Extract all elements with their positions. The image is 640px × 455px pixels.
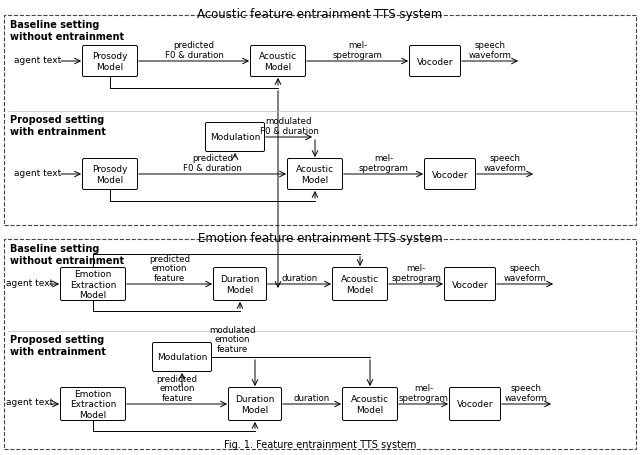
Text: mel-
spetrogram: mel- spetrogram bbox=[391, 264, 441, 283]
Text: Modulation: Modulation bbox=[210, 133, 260, 142]
Text: agent text: agent text bbox=[14, 168, 61, 177]
Text: speech
waveform: speech waveform bbox=[484, 154, 527, 172]
Text: Vocoder: Vocoder bbox=[417, 57, 453, 66]
FancyBboxPatch shape bbox=[410, 46, 461, 77]
Text: predicted
F0 & duration: predicted F0 & duration bbox=[164, 41, 223, 60]
Text: Modulation: Modulation bbox=[157, 353, 207, 362]
Text: Emotion
Extraction
Model: Emotion Extraction Model bbox=[70, 270, 116, 299]
Text: Emotion feature entrainment TTS system: Emotion feature entrainment TTS system bbox=[198, 232, 442, 244]
Text: Prosody
Model: Prosody Model bbox=[92, 52, 128, 71]
Text: Duration
Model: Duration Model bbox=[236, 394, 275, 414]
FancyBboxPatch shape bbox=[228, 388, 282, 420]
FancyBboxPatch shape bbox=[214, 268, 266, 301]
Text: mel-
spetrogram: mel- spetrogram bbox=[399, 384, 449, 402]
FancyBboxPatch shape bbox=[61, 388, 125, 420]
Text: predicted
emotion
feature: predicted emotion feature bbox=[149, 254, 190, 283]
Text: duration: duration bbox=[282, 273, 317, 283]
Bar bbox=[4, 239, 636, 449]
Text: Prosody
Model: Prosody Model bbox=[92, 165, 128, 184]
FancyBboxPatch shape bbox=[424, 159, 476, 190]
Text: mel-
spetrogram: mel- spetrogram bbox=[333, 41, 383, 60]
FancyBboxPatch shape bbox=[61, 268, 125, 301]
Text: speech
waveform: speech waveform bbox=[504, 264, 547, 283]
FancyBboxPatch shape bbox=[205, 123, 264, 152]
Text: predicted
emotion
feature: predicted emotion feature bbox=[157, 374, 198, 402]
Text: Acoustic
Model: Acoustic Model bbox=[341, 275, 379, 294]
Text: speech
waveform: speech waveform bbox=[505, 384, 548, 402]
Text: Baseline setting
without entrainment: Baseline setting without entrainment bbox=[10, 243, 124, 265]
Text: modulated
emotion
feature: modulated emotion feature bbox=[209, 325, 256, 353]
Text: Proposed setting
with entrainment: Proposed setting with entrainment bbox=[10, 334, 106, 356]
FancyBboxPatch shape bbox=[83, 46, 138, 77]
Text: Acoustic
Model: Acoustic Model bbox=[259, 52, 297, 71]
Text: duration: duration bbox=[294, 393, 330, 402]
Text: Vocoder: Vocoder bbox=[452, 280, 488, 289]
Text: Fig. 1. Feature entrainment TTS system: Fig. 1. Feature entrainment TTS system bbox=[224, 439, 416, 449]
Text: agent text: agent text bbox=[6, 398, 54, 407]
Text: Acoustic
Model: Acoustic Model bbox=[296, 165, 334, 184]
Text: Baseline setting
without entrainment: Baseline setting without entrainment bbox=[10, 20, 124, 41]
FancyBboxPatch shape bbox=[449, 388, 500, 420]
FancyBboxPatch shape bbox=[83, 159, 138, 190]
Text: agent text: agent text bbox=[14, 56, 61, 64]
Text: predicted
F0 & duration: predicted F0 & duration bbox=[183, 154, 242, 172]
Text: Acoustic feature entrainment TTS system: Acoustic feature entrainment TTS system bbox=[197, 8, 443, 21]
Text: modulated
F0 & duration: modulated F0 & duration bbox=[260, 117, 319, 136]
Text: Duration
Model: Duration Model bbox=[220, 275, 260, 294]
Text: mel-
spetrogram: mel- spetrogram bbox=[358, 154, 408, 172]
FancyBboxPatch shape bbox=[152, 343, 211, 372]
Text: agent text: agent text bbox=[6, 278, 54, 287]
Text: Acoustic
Model: Acoustic Model bbox=[351, 394, 389, 414]
FancyBboxPatch shape bbox=[445, 268, 495, 301]
Text: Vocoder: Vocoder bbox=[457, 399, 493, 409]
Text: Vocoder: Vocoder bbox=[432, 170, 468, 179]
FancyBboxPatch shape bbox=[250, 46, 305, 77]
FancyBboxPatch shape bbox=[342, 388, 397, 420]
Text: speech
waveform: speech waveform bbox=[468, 41, 511, 60]
Bar bbox=[4, 16, 636, 226]
FancyBboxPatch shape bbox=[287, 159, 342, 190]
Text: Proposed setting
with entrainment: Proposed setting with entrainment bbox=[10, 115, 106, 136]
Text: Emotion
Extraction
Model: Emotion Extraction Model bbox=[70, 389, 116, 419]
FancyBboxPatch shape bbox=[333, 268, 387, 301]
